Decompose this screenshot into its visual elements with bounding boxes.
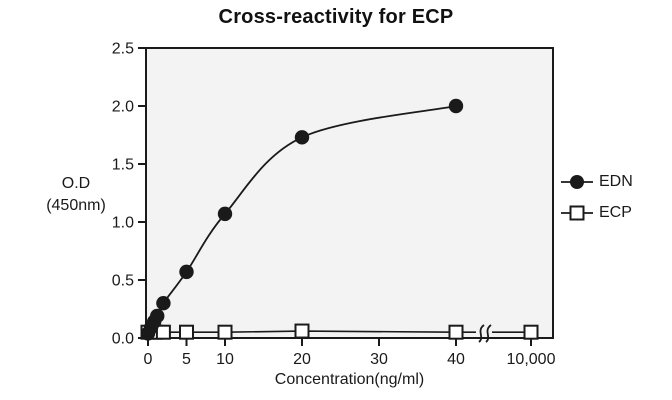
y-axis-ticks: 0.0 0.5 1.0 1.5 2.0 2.5 [112,41,146,348]
y-tick-label: 1.0 [112,215,134,232]
y-tick-label: 1.5 [112,157,134,174]
y-axis-label: O.D (450nm) [30,173,122,217]
ecp-data-point [523,324,539,340]
ecp-data-point [448,324,464,340]
y-axis-label-line1: O.D [61,175,91,192]
plot-background [146,48,553,338]
edn-data-point [294,130,310,145]
x-tick-label: 10 [216,351,234,368]
x-axis-label: Concentration(ng/ml) [274,371,425,388]
legend: EDN ECP [560,168,633,230]
ecp-data-point [294,323,310,339]
y-axis-label-line2: (450nm) [46,197,106,214]
edn-data-point [179,264,194,280]
x-tick-label: 40 [447,351,465,368]
y-tick-label: 2.0 [112,99,134,116]
legend-label-edn: EDN [599,173,633,190]
ecp-data-point [179,324,194,340]
x-tick-label: 5 [182,351,191,368]
x-tick-label: 20 [293,351,311,368]
ecp-legend-marker-icon [561,205,593,221]
y-tick-label: 0.5 [112,273,134,290]
edn-data-point [448,98,464,114]
plot-border [145,47,554,339]
edn-data-point [150,308,165,324]
legend-item-ecp: ECP [560,199,633,227]
legend-item-edn: EDN [560,168,633,196]
chart-title: Cross-reactivity for ECP [218,6,454,28]
edn-legend-marker-icon [561,175,593,189]
edn-data-point [217,206,233,222]
x-tick-label: 0 [144,351,153,368]
y-tick-label: 0.0 [112,331,134,348]
y-tick-label: 2.5 [112,41,134,58]
legend-label-ecp: ECP [599,204,632,221]
x-axis-ticks: 0 5 10 20 30 40 10,000 [144,338,556,368]
edn-series [140,98,464,341]
x-tick-label: 10,000 [507,351,556,368]
ecp-data-point [155,324,171,340]
x-tick-label: 30 [370,351,388,368]
axis-break-icon [478,324,492,343]
edn-data-point [156,296,171,311]
ecp-data-point [217,324,233,340]
